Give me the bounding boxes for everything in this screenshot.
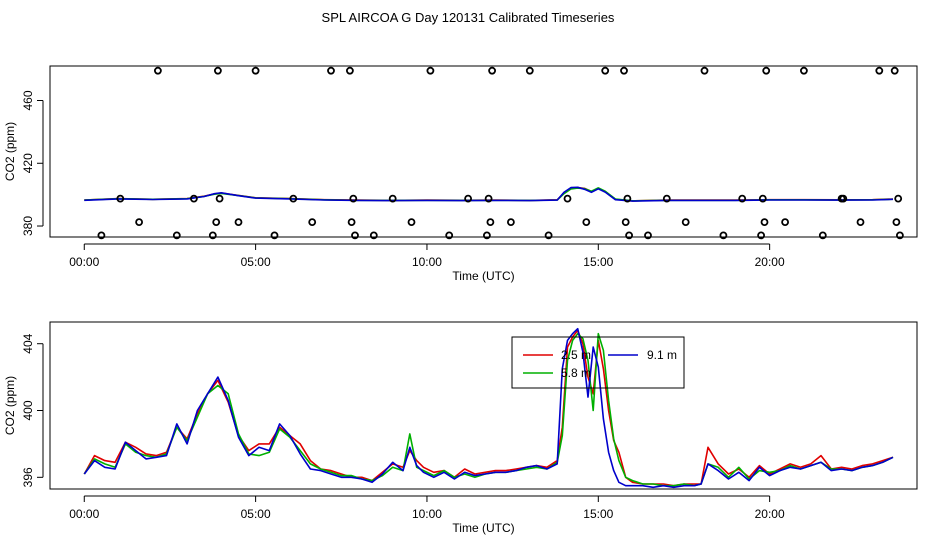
page-title: SPL AIRCOA G Day 120131 Calibrated Times… [322, 10, 615, 25]
top-calibration-point [758, 194, 767, 203]
top-calibration-point [270, 231, 279, 240]
top-plot-frame [49, 65, 918, 238]
top-calibration-point [700, 66, 709, 75]
top-calibration-point [781, 218, 789, 227]
bottom-x-tick-label: 20:00 [755, 507, 785, 521]
top-calibration-point [349, 194, 358, 203]
bottom-x-tick-label: 15:00 [583, 507, 613, 521]
top-calibration-point [482, 231, 491, 240]
bottom-plot-panel: 00:00 05:00 10:00 15:00 20:00 Time (UTC) 396 40… [3, 321, 918, 535]
top-calibration-point [875, 66, 884, 75]
top-y-axis-label: CO2 (ppm) [3, 122, 17, 181]
top-calibration-point [445, 231, 454, 240]
bottom-y-tick-label: 396 [21, 467, 35, 487]
top-calibration-point [620, 66, 628, 75]
top-calibration-point [153, 66, 162, 75]
top-calibration-point [464, 194, 473, 203]
top-calibration-point [892, 218, 901, 227]
bottom-series-line-5-8-m [83, 332, 894, 487]
top-calibration-point [189, 194, 198, 203]
bottom-y-tick-label: 404 [21, 333, 35, 353]
top-calibration-point [488, 66, 497, 75]
top-x-axis-label: Time (UTC) [452, 269, 514, 283]
legend-label: 5.8 m [561, 366, 591, 380]
top-x-tick-label: 20:00 [755, 255, 785, 269]
top-calibration-point [563, 194, 572, 203]
legend-box [511, 336, 685, 389]
top-calibration-point [760, 218, 769, 227]
top-calibration-point [213, 66, 222, 75]
top-x-tick-label: 10:00 [412, 255, 442, 269]
bottom-x-tick-label: 10:00 [412, 507, 442, 521]
top-calibration-point [327, 66, 335, 75]
top-calibration-point [894, 194, 903, 203]
top-calibration-point [818, 231, 827, 240]
top-y-tick-label: 380 [21, 216, 35, 236]
top-y-tick-label: 420 [21, 153, 35, 173]
top-calibration-point [369, 231, 378, 240]
top-calibration-point [681, 218, 690, 227]
top-calibration-point [208, 231, 217, 240]
top-calibration-point [625, 231, 633, 240]
bottom-y-tick-label: 400 [21, 400, 35, 420]
bottom-series-line-9-1-m [83, 327, 894, 489]
top-calibration-point [623, 194, 632, 203]
top-calibration-point [662, 194, 671, 203]
top-calibration-point [896, 231, 904, 240]
top-calibration-point [234, 218, 243, 227]
top-calibration-point [135, 218, 144, 227]
top-calibration-point [719, 231, 728, 240]
bottom-x-tick-label: 05:00 [241, 507, 271, 521]
top-calibration-point [506, 218, 515, 227]
top-calibration-point [644, 231, 652, 240]
top-series-line-2-5-m [84, 186, 894, 202]
top-calibration-point [347, 218, 356, 227]
bottom-x-tick-label: 00:00 [69, 507, 99, 521]
top-calibration-point [757, 231, 765, 240]
top-calibration-point [762, 66, 771, 75]
top-calibration-point [351, 231, 359, 240]
top-calibration-point [856, 218, 865, 227]
top-calibration-point [212, 218, 221, 227]
top-calibration-point [308, 218, 317, 227]
top-series-line-5-8-m [84, 187, 894, 202]
bottom-y-axis-label: CO2 (ppm) [3, 376, 17, 435]
top-calibration-point [525, 66, 534, 75]
top-calibration-point [345, 66, 354, 75]
top-calibration-point [289, 194, 298, 203]
bottom-plot-frame [49, 321, 918, 490]
top-calibration-point [601, 66, 610, 75]
legend-label: 2.5 m [561, 348, 591, 362]
top-calibration-point [484, 194, 493, 203]
top-calibration-point [839, 194, 848, 203]
top-calibration-point [621, 218, 630, 227]
top-x-tick-label: 05:00 [241, 255, 271, 269]
top-x-tick-label: 15:00 [583, 255, 613, 269]
top-calibration-point [388, 194, 397, 203]
top-calibration-point [738, 194, 747, 203]
top-y-tick-label: 460 [21, 90, 35, 110]
legend-label: 9.1 m [647, 348, 677, 362]
top-calibration-point [407, 218, 416, 227]
bottom-series-line-2-5-m [83, 329, 894, 487]
top-series-line-9-1-m [84, 186, 894, 202]
top-calibration-point [172, 231, 181, 240]
top-calibration-point [116, 194, 125, 203]
top-calibration-point [426, 66, 435, 75]
top-calibration-point [544, 231, 553, 240]
top-calibration-point [215, 194, 224, 203]
top-calibration-point [97, 231, 106, 240]
top-plot-panel: 00:00 05:00 10:00 15:00 20:00 Time (UTC) 380 42… [3, 65, 918, 283]
top-calibration-point [890, 66, 899, 75]
top-calibration-point [251, 66, 260, 75]
top-calibration-point [486, 218, 495, 227]
top-x-tick-label: 00:00 [69, 255, 99, 269]
top-calibration-point [800, 66, 808, 75]
top-calibration-point [582, 218, 591, 227]
bottom-x-axis-label: Time (UTC) [452, 521, 514, 535]
